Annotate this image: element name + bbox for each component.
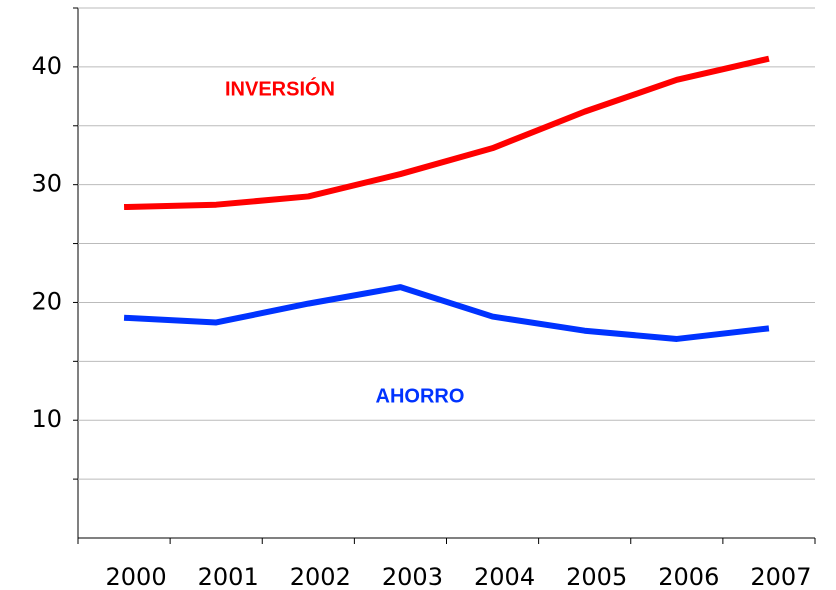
series-line (123, 55, 770, 211)
x-tick-label: 2007 (750, 563, 811, 590)
series-label: AHORRO (376, 385, 465, 407)
x-tick-label: 2004 (474, 563, 535, 590)
x-tick-label: 2003 (382, 563, 443, 590)
y-tick-label: 40 (31, 52, 62, 80)
x-tick-label: 2002 (290, 563, 351, 590)
y-tick-label: 20 (31, 287, 62, 315)
series-line (123, 284, 770, 342)
x-tick-label: 2000 (106, 563, 167, 590)
x-tick-label: 2005 (566, 563, 627, 590)
x-tick-label: 2001 (198, 563, 259, 590)
y-tick-label: 30 (31, 170, 62, 198)
series-label: INVERSIÓN (225, 76, 335, 100)
y-tick-label: 10 (31, 405, 62, 433)
x-tick-label: 2006 (658, 563, 719, 590)
